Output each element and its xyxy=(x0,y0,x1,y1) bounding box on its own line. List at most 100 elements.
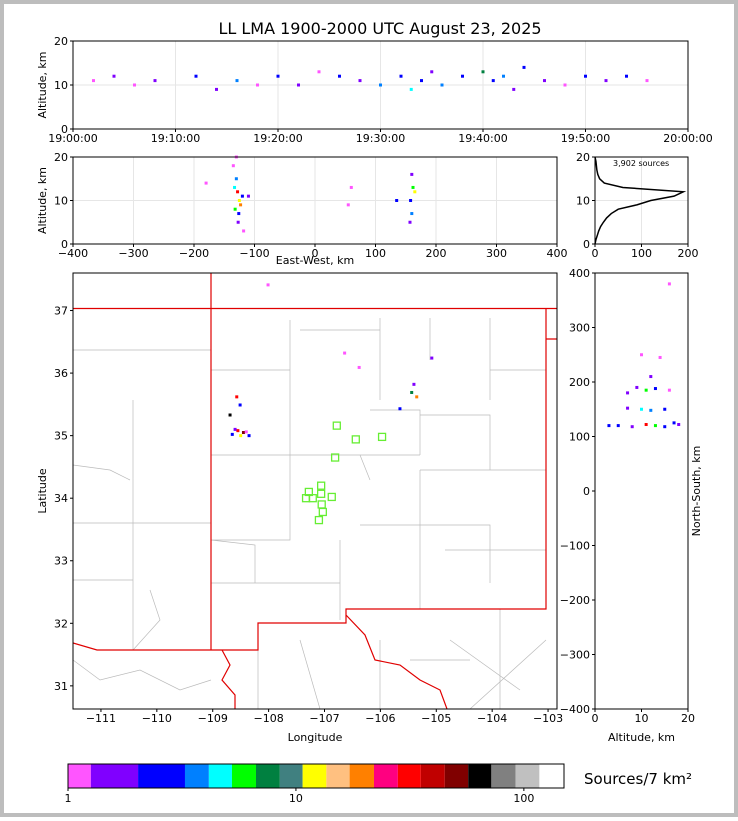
y-tick-label: 32 xyxy=(54,617,68,630)
x-tick-label: 20 xyxy=(681,712,695,725)
source xyxy=(343,351,347,355)
source xyxy=(235,79,239,83)
source xyxy=(440,83,444,87)
source xyxy=(238,403,242,407)
x-axis-label: Altitude, km xyxy=(608,731,675,744)
x-tick-label: −200 xyxy=(179,247,209,260)
source xyxy=(317,70,321,74)
station xyxy=(377,432,387,442)
y-tick-label: 400 xyxy=(569,267,590,280)
y-tick-label: 0 xyxy=(61,238,68,251)
station xyxy=(330,453,340,462)
station xyxy=(318,507,327,517)
y-tick-label: −200 xyxy=(560,594,590,607)
source xyxy=(408,220,412,224)
source xyxy=(228,413,232,417)
source xyxy=(410,172,414,176)
x-tick-label: −400 xyxy=(58,247,88,260)
x-tick-label: 19:30:00 xyxy=(356,132,405,145)
source xyxy=(239,203,243,207)
source xyxy=(236,190,240,194)
source xyxy=(233,427,237,431)
source xyxy=(234,177,238,181)
source xyxy=(231,164,235,168)
source xyxy=(133,83,136,87)
y-tick-label: 20 xyxy=(54,151,68,164)
x-tick-label: −105 xyxy=(421,712,451,725)
station xyxy=(314,515,324,525)
source xyxy=(246,194,250,198)
x-tick-label: 100 xyxy=(631,247,652,260)
source xyxy=(399,74,403,78)
x-tick-label: 200 xyxy=(426,247,447,260)
source xyxy=(481,70,485,74)
source xyxy=(230,432,234,436)
x-tick-label: 10 xyxy=(635,712,649,725)
source xyxy=(256,83,259,87)
axes-frame xyxy=(72,272,558,710)
y-tick-label: 10 xyxy=(54,79,68,92)
y-tick-label: 300 xyxy=(569,322,590,335)
colorbar-cell xyxy=(302,764,327,788)
y-tick-label: 10 xyxy=(576,195,590,208)
colorbar-cell xyxy=(138,764,185,788)
source xyxy=(649,375,653,379)
colorbar-cell xyxy=(326,764,350,788)
source xyxy=(410,390,414,394)
station xyxy=(316,489,326,498)
colorbar-cell xyxy=(208,764,232,788)
station xyxy=(351,435,360,444)
y-axis-label: North-South, km xyxy=(690,446,703,537)
source xyxy=(667,388,671,392)
colorbar-cell xyxy=(68,764,91,788)
source xyxy=(297,83,300,87)
x-tick-label: −108 xyxy=(254,712,284,725)
source xyxy=(663,425,667,429)
source xyxy=(215,87,218,91)
source xyxy=(409,199,413,202)
colorbar-cell xyxy=(184,764,209,788)
source xyxy=(411,185,415,189)
source xyxy=(604,79,608,83)
source xyxy=(247,434,251,438)
y-tick-label: 37 xyxy=(54,305,68,318)
x-axis-label: Longitude xyxy=(288,731,343,744)
source xyxy=(412,382,416,386)
source xyxy=(204,181,208,185)
x-tick-label: −104 xyxy=(477,712,507,725)
source xyxy=(357,365,361,369)
colorbar-cell xyxy=(468,764,492,788)
station xyxy=(308,494,317,503)
y-tick-label: −400 xyxy=(560,703,590,716)
source xyxy=(645,79,649,83)
source xyxy=(653,387,657,391)
source xyxy=(461,74,464,78)
source xyxy=(413,190,417,194)
source xyxy=(346,203,350,207)
source xyxy=(667,282,671,286)
x-tick-label: −100 xyxy=(239,247,269,260)
colorbar-cell xyxy=(515,764,540,788)
y-tick-label: 31 xyxy=(54,680,68,693)
source xyxy=(241,431,245,435)
x-tick-label: 19:50:00 xyxy=(561,132,610,145)
station xyxy=(327,492,336,502)
y-tick-label: 100 xyxy=(569,431,590,444)
source xyxy=(491,79,495,83)
source xyxy=(236,429,240,433)
x-tick-label: −103 xyxy=(533,712,563,725)
source xyxy=(235,395,239,399)
y-tick-label: 33 xyxy=(54,555,68,568)
source xyxy=(112,74,116,78)
source xyxy=(522,65,526,69)
source xyxy=(194,74,198,78)
map-borders xyxy=(73,273,557,709)
y-axis-label: Latitude xyxy=(36,468,49,514)
x-tick-label: −111 xyxy=(86,712,116,725)
colorbar-cell xyxy=(349,764,374,788)
x-tick-label: −106 xyxy=(365,712,395,725)
source xyxy=(640,353,643,357)
x-tick-label: 10 xyxy=(289,792,303,805)
y-tick-label: 200 xyxy=(569,376,590,389)
y-axis-label: Altitude, km xyxy=(36,51,49,118)
